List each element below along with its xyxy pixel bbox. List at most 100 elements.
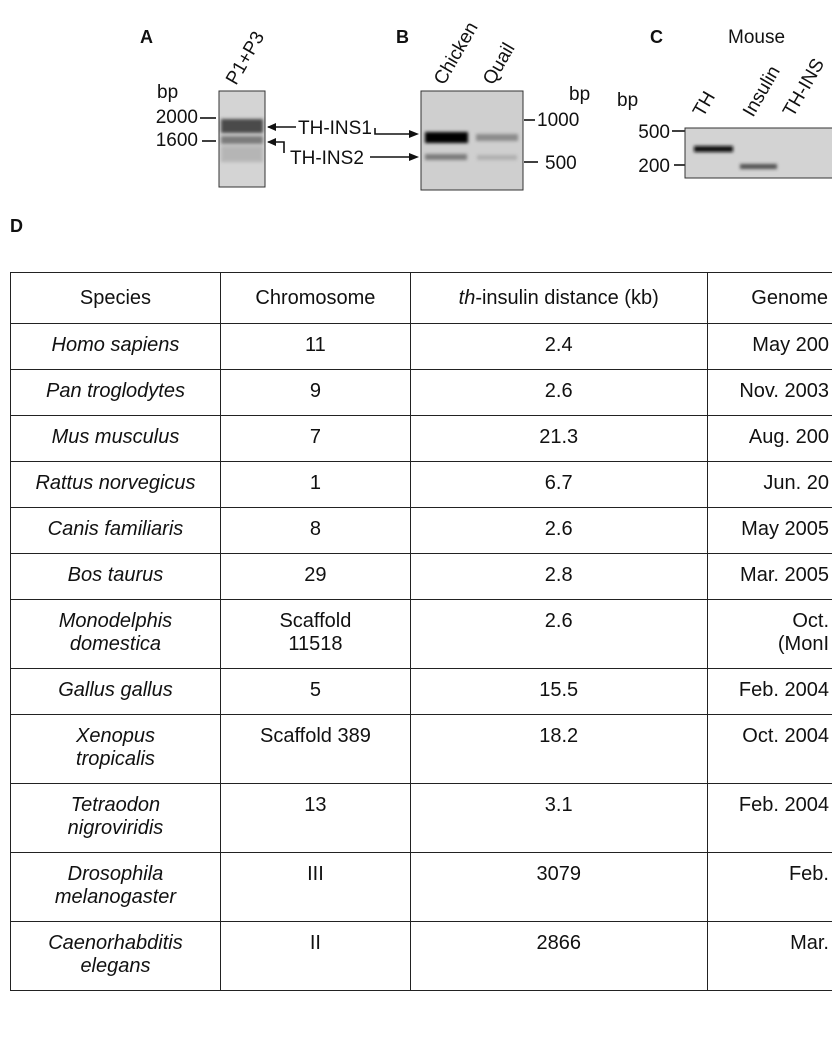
panel-label: B [396, 27, 409, 47]
table-cell: 1 [220, 462, 410, 508]
panel-label: D [10, 216, 23, 237]
lane-label: TH [689, 88, 720, 120]
table-cell: 7 [220, 416, 410, 462]
table-cell: Oct.(MonI [707, 600, 832, 669]
marker-label: 200 [638, 156, 670, 177]
table-cell: 6.7 [410, 462, 707, 508]
table-cell: Caenorhabditis elegans [11, 922, 221, 991]
marker-label: 500 [545, 153, 577, 174]
table-cell: 2.6 [410, 370, 707, 416]
table-cell: Mar. 2005 [707, 554, 832, 600]
table-cell: May 200 [707, 324, 832, 370]
table-cell: 2.8 [410, 554, 707, 600]
marker-label: 500 [638, 122, 670, 143]
lane-label: P1+P3 [222, 28, 269, 88]
table-cell: 15.5 [410, 669, 707, 715]
table-cell: 3079 [410, 853, 707, 922]
table-cell: 2.4 [410, 324, 707, 370]
header-cell: th-insulin distance (kb) [410, 273, 707, 324]
lane-label: TH-INS [779, 55, 829, 120]
table-cell: 11 [220, 324, 410, 370]
table-cell: 5 [220, 669, 410, 715]
marker-label: 1000 [537, 110, 579, 131]
marker-label: 2000 [156, 107, 198, 128]
table-cell: Canis familiaris [11, 508, 221, 554]
table-cell: Pan troglodytes [11, 370, 221, 416]
table-cell: Drosophila melanogaster [11, 853, 221, 922]
table-cell: 2.6 [410, 508, 707, 554]
cell-line: (MonI [712, 633, 829, 656]
gel-panels: A P1+P3 bp 2000 1600 TH-INS1 TH-INS2 B C… [0, 0, 832, 210]
lane-label: Insulin [739, 62, 785, 120]
gel-image [685, 128, 832, 178]
unit-label: bp [157, 82, 178, 103]
panel-label: C [650, 27, 663, 47]
arrowhead [409, 153, 419, 161]
table-cell: Bos taurus [11, 554, 221, 600]
lane-label: Quail [479, 40, 519, 89]
table-cell: 2.6 [410, 600, 707, 669]
table-cell: 13 [220, 784, 410, 853]
cell-text: -insulin distance (kb) [475, 287, 658, 309]
header-cell: Genome [707, 273, 832, 324]
table-cell: Tetraodon nigroviridis [11, 784, 221, 853]
table-cell: Monodelphis domestica [11, 600, 221, 669]
band-label: TH-INS1 [298, 118, 372, 139]
table-cell: Jun. 20 [707, 462, 832, 508]
table-cell: 21.3 [410, 416, 707, 462]
table-cell: Rattus norvegicus [11, 462, 221, 508]
arrowhead [267, 123, 276, 131]
table-cell: Aug. 200 [707, 416, 832, 462]
table-cell: Feb. 2004 [707, 669, 832, 715]
table-cell: 2866 [410, 922, 707, 991]
table-cell: 8 [220, 508, 410, 554]
header-cell: Chromosome [220, 273, 410, 324]
table-cell: II [220, 922, 410, 991]
figure-page: A P1+P3 bp 2000 1600 TH-INS1 TH-INS2 B C… [0, 0, 832, 1043]
arrowhead [409, 130, 419, 138]
table-cell: 3.1 [410, 784, 707, 853]
lane-label: Chicken [430, 19, 483, 89]
unit-label: bp [617, 90, 638, 111]
table-cell: Mar. [707, 922, 832, 991]
table-cell: Feb. 2004 [707, 784, 832, 853]
table-cell: Scaffold 389 [220, 715, 410, 784]
table-cell: 29 [220, 554, 410, 600]
table-cell: May 2005 [707, 508, 832, 554]
marker-label: 1600 [156, 130, 198, 151]
cell-italic: th [459, 287, 476, 309]
table-cell: Homo sapiens [11, 324, 221, 370]
table-cell: Xenopus tropicalis [11, 715, 221, 784]
table-cell: Oct. 2004 [707, 715, 832, 784]
table-cell: Mus musculus [11, 416, 221, 462]
table-cell: 9 [220, 370, 410, 416]
arrowhead [267, 138, 276, 146]
header-cell: Species [11, 273, 221, 324]
gel-image [421, 91, 523, 190]
table-cell: Gallus gallus [11, 669, 221, 715]
table-cell: Nov. 2003 [707, 370, 832, 416]
group-label: Mouse [728, 27, 785, 48]
band-label: TH-INS2 [290, 148, 364, 169]
table-cell: 18.2 [410, 715, 707, 784]
table-cell: Feb. [707, 853, 832, 922]
table-cell: III [220, 853, 410, 922]
arrow [375, 128, 410, 134]
table-cell: Scaffold 11518 [220, 600, 410, 669]
unit-label: bp [569, 84, 590, 105]
panel-label: A [140, 27, 153, 47]
